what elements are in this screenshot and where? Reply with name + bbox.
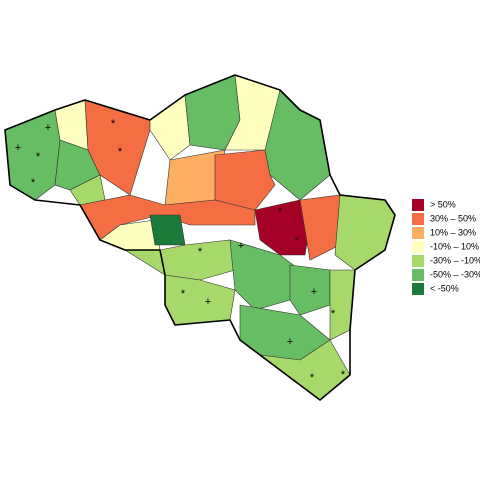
region [289,264,331,316]
region-marker: * [295,235,300,247]
legend-swatch [412,269,424,281]
region [164,274,236,326]
legend-swatch [412,255,424,267]
legend-label: -50% – -30% [430,269,480,279]
region-marker: * [198,246,203,258]
legend-swatch [412,241,424,253]
region [214,149,276,211]
legend-swatch [412,227,424,239]
markers: + + * * * * * + * + * * + + * * * [15,118,346,384]
region-marker: + [287,336,293,348]
region [334,194,396,271]
regions [4,74,396,401]
region-marker: * [310,372,315,384]
region-marker: * [331,308,336,320]
region-marker: + [311,286,317,298]
region-marker: * [31,177,36,189]
region-marker: * [36,151,41,163]
region [149,214,186,246]
region-marker: * [111,118,116,130]
country-border [4,74,396,401]
region-marker: + [238,240,244,252]
legend-label: > 50% [430,199,456,209]
legend-label: -10% – 10% [430,241,479,251]
region-marker: * [341,369,346,381]
region-marker: + [205,296,211,308]
legend-label: 30% – 50% [430,213,476,223]
legend-swatch [412,199,424,211]
region-marker: * [118,146,123,158]
legend: > 50% 30% – 50% 10% – 30% -10% – 10% -30% – … [412,199,480,295]
legend-label: < -50% [430,283,459,293]
legend-label: 10% – 30% [430,227,476,237]
legend-swatch [412,283,424,295]
region-marker: + [45,122,51,134]
region-marker: * [181,288,186,300]
region-marker: * [278,206,283,218]
region-marker: + [15,142,21,154]
legend-label: -30% – -10% [430,255,480,265]
legend-swatch [412,213,424,225]
region [329,269,356,341]
